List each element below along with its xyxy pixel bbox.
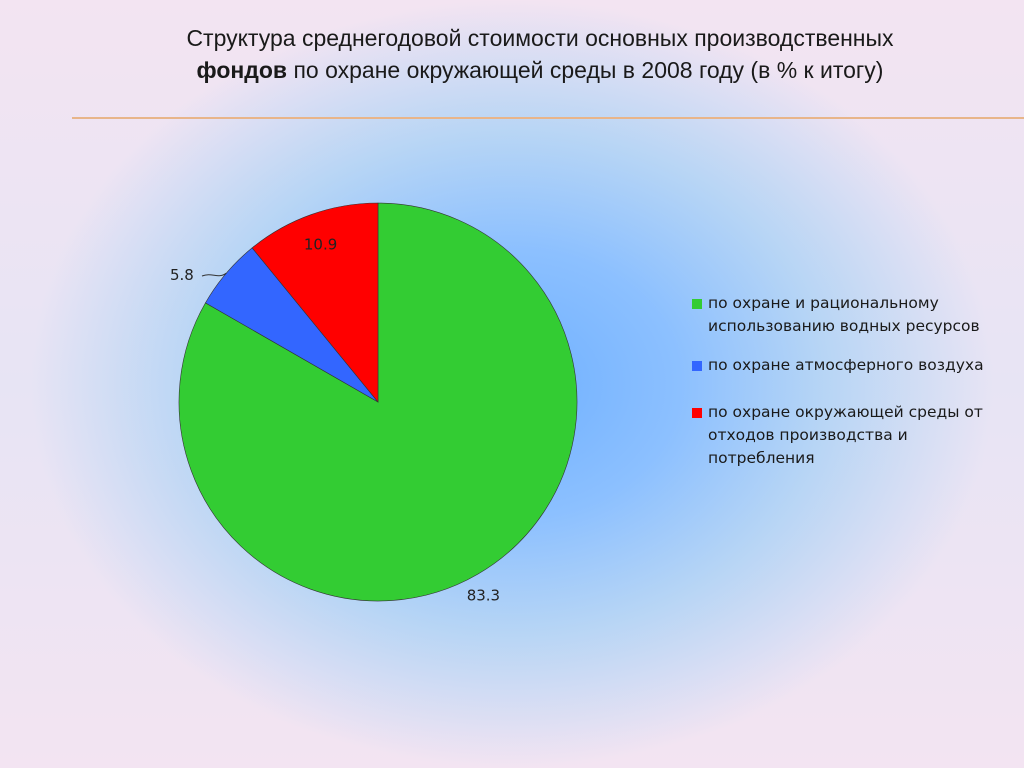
legend-item-waste: по охране окружающей среды от отходов пр… [692, 401, 992, 470]
title-line-2-rest: по охране окружающей среды в 2008 году (… [287, 57, 884, 83]
legend-swatch-air [692, 361, 702, 371]
legend-label-water: по охране и рациональному использованию … [708, 294, 980, 335]
data-label-waste: 10.9 [304, 236, 337, 254]
title-divider [72, 117, 1024, 119]
legend-label-waste: по охране окружающей среды от отходов пр… [708, 403, 983, 467]
pie-slice-waste [251, 202, 379, 403]
data-label-air: 5.8 [170, 266, 194, 284]
title-line-1: Структура среднегодовой стоимости основн… [186, 25, 894, 51]
legend-swatch-waste [692, 408, 702, 418]
chart-legend: по охране и рациональному использованию … [692, 292, 992, 486]
data-label-water: 83.3 [467, 587, 500, 605]
title-line-2: фондов по охране окружающей среды в 2008… [100, 54, 980, 86]
legend-item-air: по охране атмосферного воздуха [692, 354, 992, 377]
legend-item-water: по охране и рациональному использованию … [692, 292, 992, 338]
legend-swatch-water [692, 299, 702, 309]
leader-line-air [201, 272, 227, 277]
legend-label-air: по охране атмосферного воздуха [708, 356, 984, 374]
title-bold-word: фондов [196, 57, 288, 83]
pie-slice-water [178, 202, 578, 602]
slide-title: Структура среднегодовой стоимости основн… [100, 22, 980, 86]
